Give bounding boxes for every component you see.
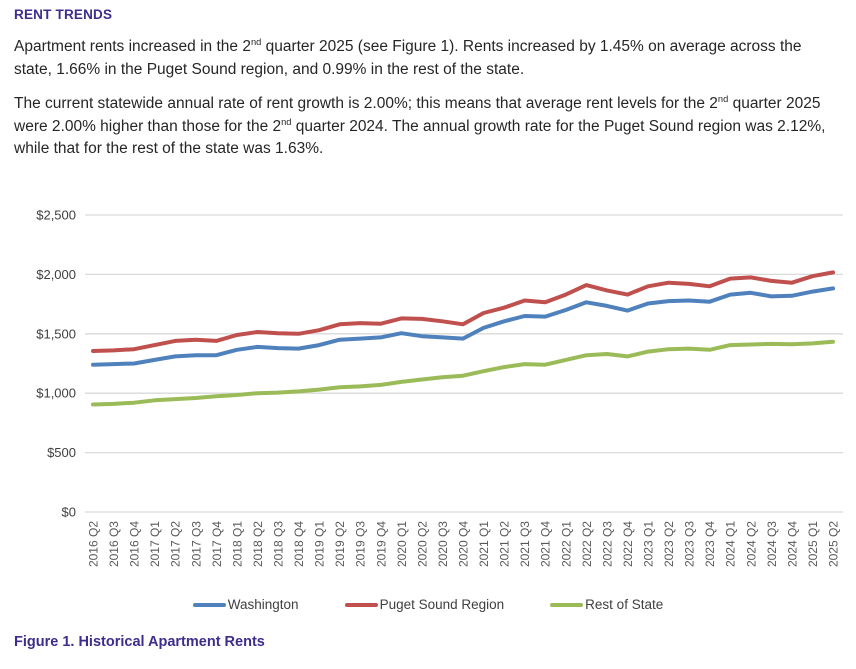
x-axis-tick-label: 2023 Q3: [683, 521, 697, 567]
legend-label-rest-of-state: Rest of State: [585, 597, 664, 612]
rent-chart-canvas: $0 $500 $1,000 $1,500 $2,000 $2,500 2016 Q2 201…: [36, 208, 843, 567]
series-line-washington: [91, 286, 835, 367]
x-axis-tick-label: 2017 Q4: [210, 521, 224, 567]
y-axis-tick-label: $0: [62, 505, 76, 520]
x-axis-tick-label: 2022 Q4: [621, 521, 635, 567]
x-axis-tick-label: 2018 Q1: [230, 521, 244, 567]
paragraph-quarterly-rent-increase: Apartment rents increased in the 2nd qua…: [14, 36, 802, 78]
x-axis-tick-label: 2017 Q3: [189, 521, 203, 567]
y-axis-tick-label: $1,500: [36, 326, 76, 341]
y-axis-tick-label: $2,500: [36, 208, 76, 223]
section-heading: RENT TRENDS: [14, 7, 113, 22]
x-axis-tick-label: 2019 Q1: [313, 521, 327, 567]
x-axis-tick-label: 2023 Q4: [703, 521, 717, 567]
x-axis-tick-label: 2024 Q3: [765, 521, 779, 567]
chart-legend: Washington Puget Sound Region Rest of St…: [0, 597, 856, 612]
x-axis-tick-label: 2019 Q3: [354, 521, 368, 567]
x-axis-tick-label: 2019 Q4: [374, 521, 388, 567]
x-axis-tick-label: 2016 Q3: [107, 521, 121, 567]
puget-sound-line-swatch: [344, 602, 378, 607]
legend-item-puget-sound-region: Puget Sound Region: [344, 597, 505, 612]
x-axis-tick-label: 2018 Q2: [251, 521, 265, 567]
x-axis-tick-label: 2024 Q2: [744, 521, 758, 567]
x-axis-tick-label: 2020 Q2: [415, 521, 429, 567]
paragraph-annual-growth-rate: The current statewide annual rate of ren…: [14, 93, 826, 157]
x-axis-tick-label: 2021 Q2: [498, 521, 512, 567]
legend-label-washington: Washington: [227, 597, 299, 612]
y-axis-tick-label: $1,000: [36, 386, 76, 401]
x-axis-tick-label: 2019 Q2: [333, 521, 347, 567]
figure-caption: Figure 1. Historical Apartment Rents: [14, 634, 265, 650]
series-line-puget-sound-region: [91, 270, 835, 353]
x-axis-tick-label: 2020 Q3: [436, 521, 450, 567]
x-axis-tick-label: 2018 Q3: [272, 521, 286, 567]
rest-of-state-line-swatch: [550, 602, 584, 607]
x-axis-tick-label: 2017 Q1: [148, 521, 162, 567]
x-axis-tick-label: 2016 Q2: [87, 521, 101, 567]
x-axis-tick-label: 2025 Q2: [827, 521, 841, 567]
legend-label-puget-sound-region: Puget Sound Region: [379, 597, 505, 612]
x-axis-tick-label: 2022 Q3: [600, 521, 614, 567]
x-axis-tick-label: 2016 Q4: [128, 521, 142, 567]
x-axis-tick-label: 2025 Q1: [806, 521, 820, 567]
x-axis-tick-label: 2020 Q1: [395, 521, 409, 567]
x-axis-tick-label: 2024 Q4: [785, 521, 799, 567]
y-axis-tick-label: $2,000: [36, 267, 76, 282]
washington-line-swatch: [192, 602, 226, 607]
x-axis-tick-label: 2023 Q1: [642, 521, 656, 567]
x-axis-tick-label: 2021 Q3: [518, 521, 532, 567]
series-line-rest-of-state: [91, 339, 835, 407]
x-axis-tick-label: 2024 Q1: [724, 521, 738, 567]
figure-1-line-chart: $0 $500 $1,000 $1,500 $2,000 $2,500 2016 Q2 201…: [0, 195, 856, 590]
x-axis-tick-label: 2017 Q2: [169, 521, 183, 567]
legend-item-rest-of-state: Rest of State: [550, 597, 663, 612]
x-axis-tick-label: 2023 Q2: [662, 521, 676, 567]
y-axis-tick-label: $500: [47, 445, 76, 460]
x-axis-tick-label: 2021 Q1: [477, 521, 491, 567]
x-axis-tick-label: 2020 Q4: [457, 521, 471, 567]
x-axis-tick-label: 2022 Q1: [559, 521, 573, 567]
legend-item-washington: Washington: [192, 597, 299, 612]
x-axis-tick-label: 2021 Q4: [539, 521, 553, 567]
x-axis-tick-label: 2022 Q2: [580, 521, 594, 567]
x-axis-tick-label: 2018 Q4: [292, 521, 306, 567]
